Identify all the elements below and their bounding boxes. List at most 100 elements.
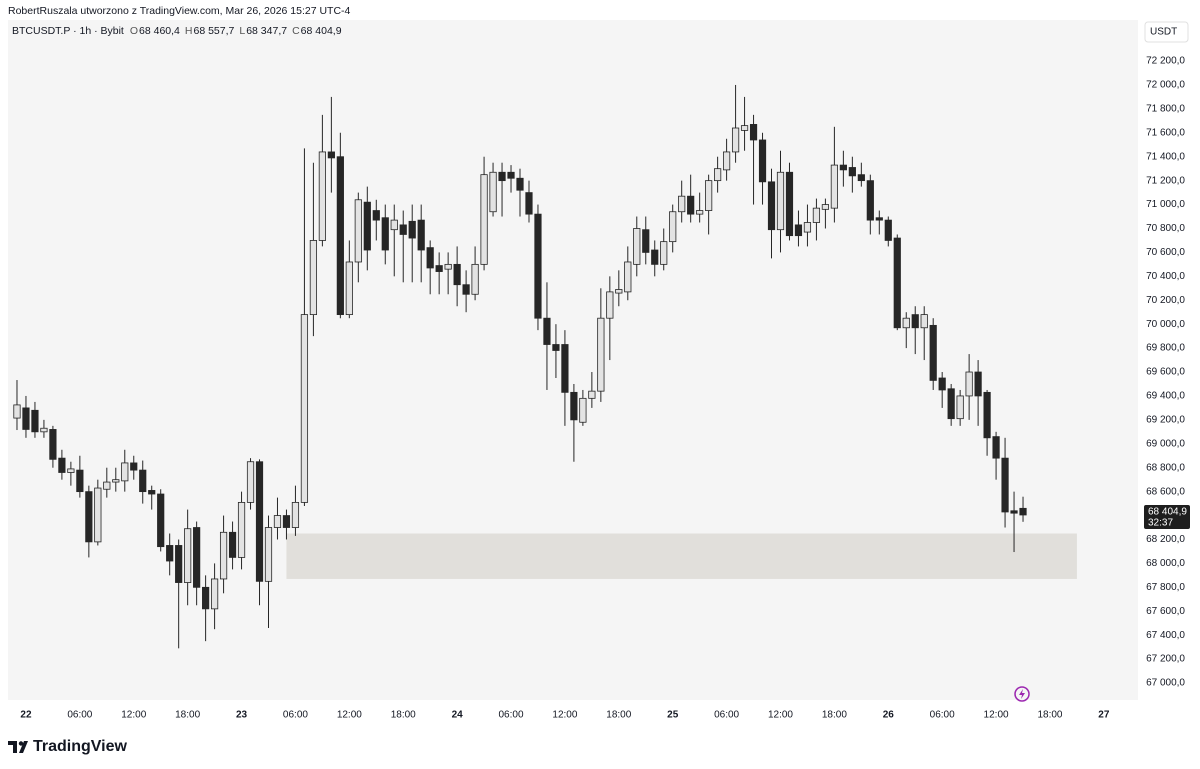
candle-body bbox=[525, 192, 533, 215]
candle-body bbox=[282, 515, 291, 528]
candle-body bbox=[848, 167, 856, 177]
candle-body bbox=[740, 125, 749, 131]
candle-body bbox=[148, 490, 156, 495]
candle-body bbox=[642, 229, 650, 253]
candle-body bbox=[94, 487, 102, 543]
candle-body bbox=[13, 404, 21, 419]
candle-body bbox=[1001, 457, 1009, 513]
candle-body bbox=[58, 457, 66, 473]
candle-body bbox=[516, 177, 524, 191]
x-tick-label: 22 bbox=[20, 710, 32, 721]
candle-body bbox=[336, 156, 344, 316]
candle-body bbox=[696, 210, 704, 215]
candle-body bbox=[507, 171, 515, 179]
candle-body bbox=[983, 391, 991, 439]
y-tick-label: 71 600,0 bbox=[1146, 127, 1185, 138]
candle-body bbox=[67, 468, 75, 473]
x-tick-label: 18:00 bbox=[822, 710, 847, 721]
candle-body bbox=[202, 586, 210, 610]
candle-body bbox=[803, 222, 812, 233]
y-tick-label: 67 600,0 bbox=[1146, 606, 1185, 617]
candle-body bbox=[139, 469, 147, 493]
alert-icon[interactable] bbox=[1014, 686, 1030, 702]
y-tick-label: 71 400,0 bbox=[1146, 151, 1185, 162]
candle-body bbox=[731, 127, 740, 153]
candle-body bbox=[390, 219, 398, 231]
candle-body bbox=[372, 210, 380, 221]
candle-body bbox=[300, 314, 309, 503]
candle-body bbox=[85, 491, 93, 543]
y-tick-label: 68 000,0 bbox=[1146, 558, 1185, 569]
candle-body bbox=[489, 171, 497, 213]
candle-body bbox=[857, 174, 865, 182]
y-tick-label: 70 400,0 bbox=[1146, 271, 1185, 282]
candle-body bbox=[417, 219, 425, 251]
zone-layer bbox=[286, 533, 1077, 579]
candle-body bbox=[956, 395, 964, 420]
ohlc-key: L bbox=[239, 25, 245, 37]
candle-body bbox=[130, 462, 138, 471]
candle-body bbox=[974, 371, 982, 397]
y-tick-label: 67 200,0 bbox=[1146, 654, 1185, 665]
candle-body bbox=[22, 407, 30, 430]
brand-logo: TradingView bbox=[8, 738, 128, 755]
candle-body bbox=[579, 397, 587, 423]
candle-body bbox=[453, 263, 461, 286]
candle-body bbox=[246, 461, 255, 503]
ohlc-value: 68 557,7 bbox=[193, 25, 234, 37]
candle-body bbox=[175, 545, 183, 583]
candle-body bbox=[210, 578, 219, 610]
credit: RobertRuszala utworzono z TradingView.co… bbox=[8, 5, 351, 17]
y-tick-label: 69 800,0 bbox=[1146, 343, 1185, 354]
price-tag-countdown: 32:37 bbox=[1148, 518, 1173, 529]
x-tick-label: 12:00 bbox=[337, 710, 362, 721]
candle-body bbox=[435, 265, 443, 272]
x-tick-label: 25 bbox=[667, 710, 679, 721]
candle-body bbox=[588, 390, 596, 399]
candle-body bbox=[893, 237, 901, 329]
candle-body bbox=[938, 377, 946, 391]
brand-dot bbox=[18, 741, 24, 746]
candle-body bbox=[1010, 510, 1018, 514]
currency[interactable]: USDT bbox=[1150, 27, 1177, 38]
candle-body bbox=[902, 317, 910, 329]
candle-body bbox=[157, 493, 165, 548]
candle-body bbox=[992, 436, 1000, 459]
candle-body bbox=[309, 240, 318, 316]
candle-body bbox=[184, 528, 192, 583]
candle-body bbox=[597, 317, 605, 392]
x-tick-label: 18:00 bbox=[391, 710, 416, 721]
price-tag-price: 68 404,9 bbox=[1148, 507, 1187, 518]
candle-body bbox=[911, 314, 919, 329]
y-tick-label: 69 200,0 bbox=[1146, 415, 1185, 426]
x-tick-label: 18:00 bbox=[606, 710, 631, 721]
candle-body bbox=[839, 164, 847, 171]
candle-body bbox=[794, 224, 803, 237]
candle-body bbox=[31, 409, 39, 433]
candle-body bbox=[561, 344, 569, 393]
x-tick-label: 24 bbox=[452, 710, 464, 721]
candle-body bbox=[121, 462, 129, 482]
candle-body bbox=[866, 180, 874, 221]
candle-body bbox=[354, 199, 362, 263]
x-tick-label: 18:00 bbox=[1037, 710, 1062, 721]
alert-bolt[interactable] bbox=[1019, 689, 1025, 699]
candle-body bbox=[273, 515, 282, 528]
currency-box[interactable] bbox=[1144, 21, 1189, 43]
legend: BTCUSDT.P · 1h · Bybit O 68 460,4 H 68 557,… bbox=[12, 25, 342, 37]
candle-body bbox=[76, 469, 84, 493]
x-tick-label: 23 bbox=[236, 710, 248, 721]
candle-body bbox=[318, 151, 326, 241]
x-tick-label: 12:00 bbox=[552, 710, 577, 721]
candle-body bbox=[1019, 507, 1027, 516]
alert-circle[interactable] bbox=[1014, 686, 1030, 702]
x-tick-label: 06:00 bbox=[67, 710, 92, 721]
y-tick-label: 69 000,0 bbox=[1146, 438, 1185, 449]
candle-body bbox=[651, 249, 659, 265]
x-tick-label: 12:00 bbox=[984, 710, 1009, 721]
candle-body bbox=[821, 204, 830, 210]
candle-body bbox=[920, 314, 928, 329]
symbol: BTCUSDT.P · 1h · Bybit bbox=[12, 25, 124, 37]
candle-body bbox=[112, 479, 120, 483]
